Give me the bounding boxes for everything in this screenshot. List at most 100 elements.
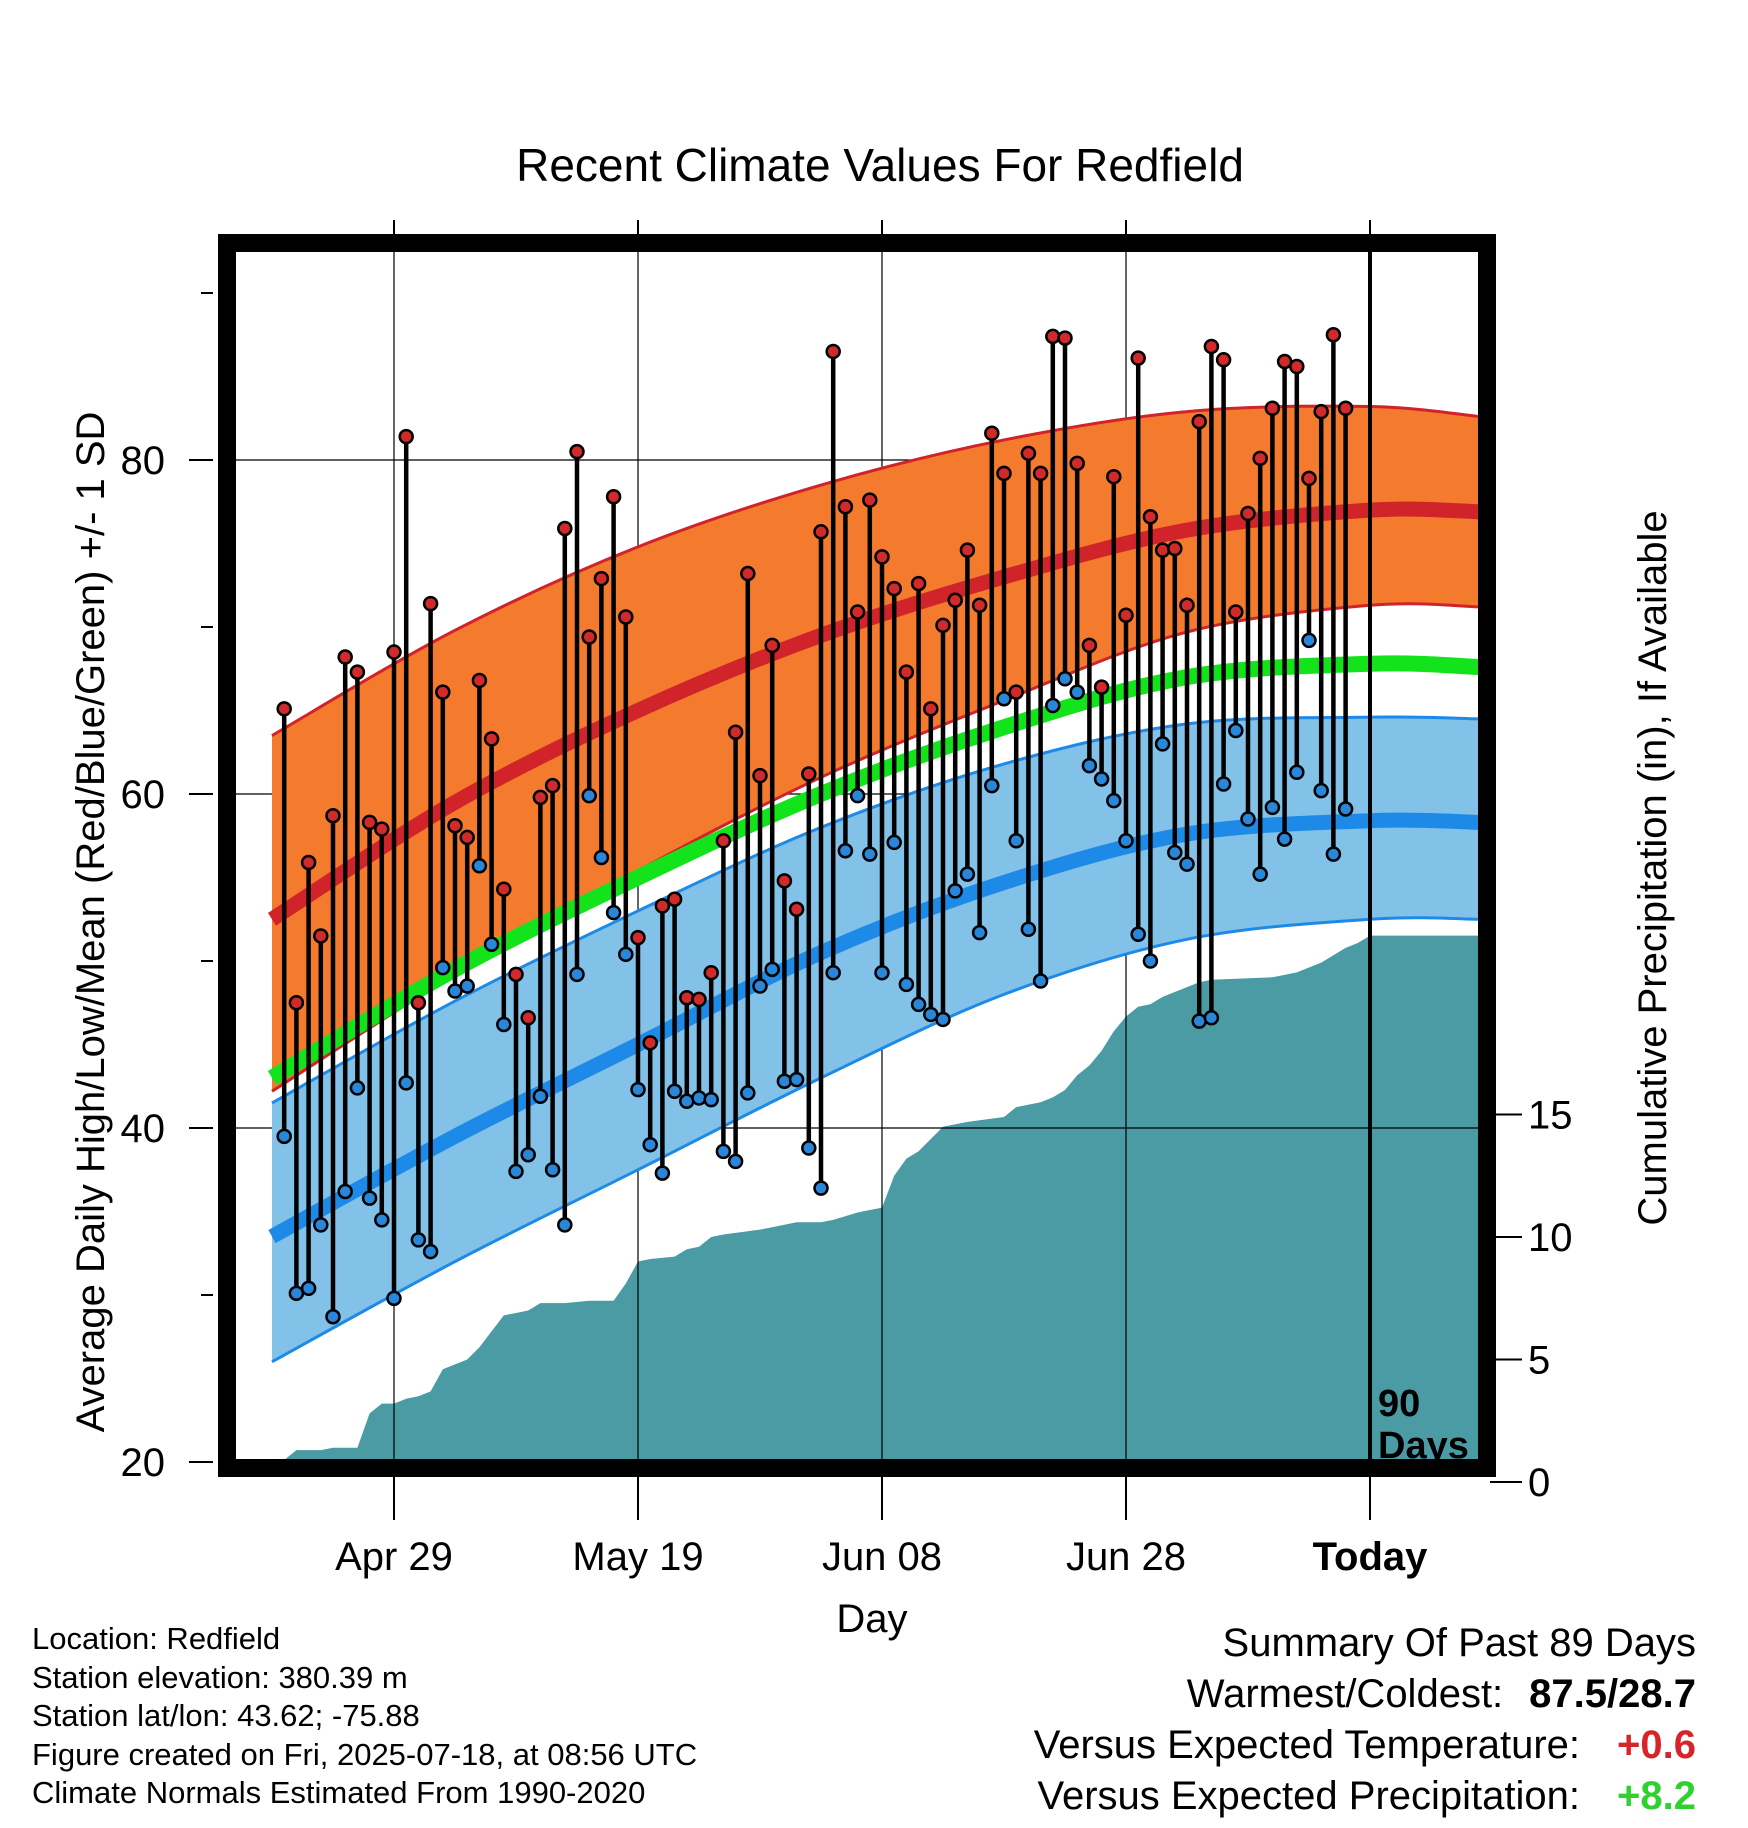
daily-low-point (1045, 697, 1061, 714)
summary-precip: Versus Expected Precipitation: +8.2 (1034, 1771, 1696, 1822)
daily-high-point (1020, 445, 1037, 462)
low-minus-sd-line (271, 916, 1478, 1364)
daily-high-point (618, 609, 634, 625)
daily-low-point (1301, 632, 1317, 649)
daily-high-point (410, 995, 427, 1011)
daily-high-point (935, 617, 951, 634)
x-tick-label: Today (1313, 1535, 1429, 1579)
daily-high-point (959, 542, 976, 558)
y-tick-label: 20 (121, 1441, 166, 1485)
daily-low-point (691, 1090, 707, 1106)
daily-low-point (666, 1083, 683, 1100)
warm-cold-label: Warmest/Coldest: (1186, 1672, 1504, 1716)
warm-cold-value: 87.5/28.7 (1529, 1672, 1696, 1716)
daily-low-point (410, 1232, 427, 1248)
station-info: Location: Redfield Station elevation: 38… (32, 1620, 697, 1813)
daily-high-point (862, 492, 878, 508)
daily-low-point (630, 1081, 646, 1098)
daily-low-point (776, 1073, 793, 1089)
daily-low-point (569, 966, 585, 983)
daily-high-point (1325, 327, 1342, 343)
daily-low-point (386, 1290, 402, 1307)
daily-low-point (557, 1217, 573, 1233)
temp-label: Versus Expected Temperature: (1033, 1723, 1580, 1767)
daily-low-point (849, 787, 866, 804)
daily-high-point (605, 488, 622, 505)
daily-low-point (361, 1190, 378, 1206)
daily-low-point (422, 1243, 439, 1260)
daily-high-point (1167, 540, 1183, 557)
daily-low-point (276, 1128, 292, 1145)
daily-low-point (398, 1075, 414, 1091)
daily-high-point (1289, 358, 1305, 375)
y-axis-label: Average Daily High/Low/Mean (Red/Blue/Gr… (69, 412, 113, 1433)
daily-low-point (374, 1212, 390, 1228)
daily-high-point (447, 817, 463, 834)
daily-high-point (483, 731, 500, 747)
plot-frame (218, 234, 1496, 1477)
daily-low-point (959, 866, 976, 882)
daily-high-point (1252, 450, 1268, 467)
daily-low-point (1215, 776, 1232, 792)
latlon-line: Station lat/lon: 43.62; -75.88 (32, 1698, 420, 1733)
daily-high-point (813, 524, 829, 540)
y-tick-label: 80 (121, 439, 166, 483)
daily-high-point (630, 929, 646, 946)
daily-low-point (862, 846, 878, 862)
daily-low-point (935, 1011, 951, 1028)
x-axis-label: Day (836, 1597, 907, 1641)
daily-low-point (459, 978, 475, 994)
daily-low-point (325, 1308, 341, 1325)
daily-high-point (1057, 330, 1073, 346)
daily-high-point (874, 549, 890, 565)
normal-low-line (268, 812, 1478, 1244)
daily-high-point (703, 964, 719, 981)
daily-low-point (1118, 833, 1134, 849)
daily-high-point (276, 701, 292, 717)
daily-low-point (947, 883, 963, 899)
daily-high-point (569, 443, 585, 460)
daily-high-point (386, 644, 402, 660)
daily-high-point (1203, 338, 1220, 355)
daily-low-point (910, 996, 927, 1013)
summary-panel: Summary Of Past 89 Days Warmest/Coldest:… (1034, 1618, 1696, 1822)
daily-low-point (1264, 799, 1281, 816)
y-tick-label: 40 (121, 1107, 166, 1151)
daily-low-point (1069, 684, 1085, 700)
daily-high-point (325, 807, 341, 824)
daily-high-point (1142, 509, 1159, 525)
x-tick-label: Jun 08 (822, 1535, 942, 1579)
daily-high-point (581, 629, 597, 645)
daily-low-point (593, 849, 610, 866)
y2-tick-label: 0 (1528, 1461, 1550, 1505)
daily-low-point (801, 1140, 817, 1156)
temp-value: +0.6 (1617, 1723, 1696, 1767)
normal-mean-line (267, 655, 1478, 1085)
daily-low-point (984, 777, 1000, 794)
x-tick-label: May 19 (572, 1535, 703, 1579)
summary-warm-cold: Warmest/Coldest: 87.5/28.7 (1034, 1669, 1696, 1720)
daily-low-point (715, 1143, 732, 1160)
daily-high-point (1118, 607, 1134, 624)
daily-high-point (544, 777, 561, 794)
daily-high-point (398, 428, 414, 445)
daily-high-point (508, 966, 524, 983)
daily-high-point (654, 898, 671, 914)
daily-high-point (1154, 542, 1171, 558)
daily-low-point (1057, 671, 1073, 687)
daily-low-point (788, 1071, 805, 1088)
daily-high-point (337, 649, 353, 665)
daily-high-point (1301, 470, 1317, 487)
daily-low-point (618, 946, 634, 963)
daily-high-point (1215, 352, 1232, 368)
daily-high-point (740, 565, 756, 582)
y2-tick-label: 5 (1528, 1339, 1550, 1383)
daily-high-point (886, 580, 902, 597)
daily-low-point (581, 787, 597, 804)
daily-low-point (520, 1146, 536, 1163)
daily-high-point (313, 928, 329, 944)
daily-high-point (288, 995, 305, 1011)
